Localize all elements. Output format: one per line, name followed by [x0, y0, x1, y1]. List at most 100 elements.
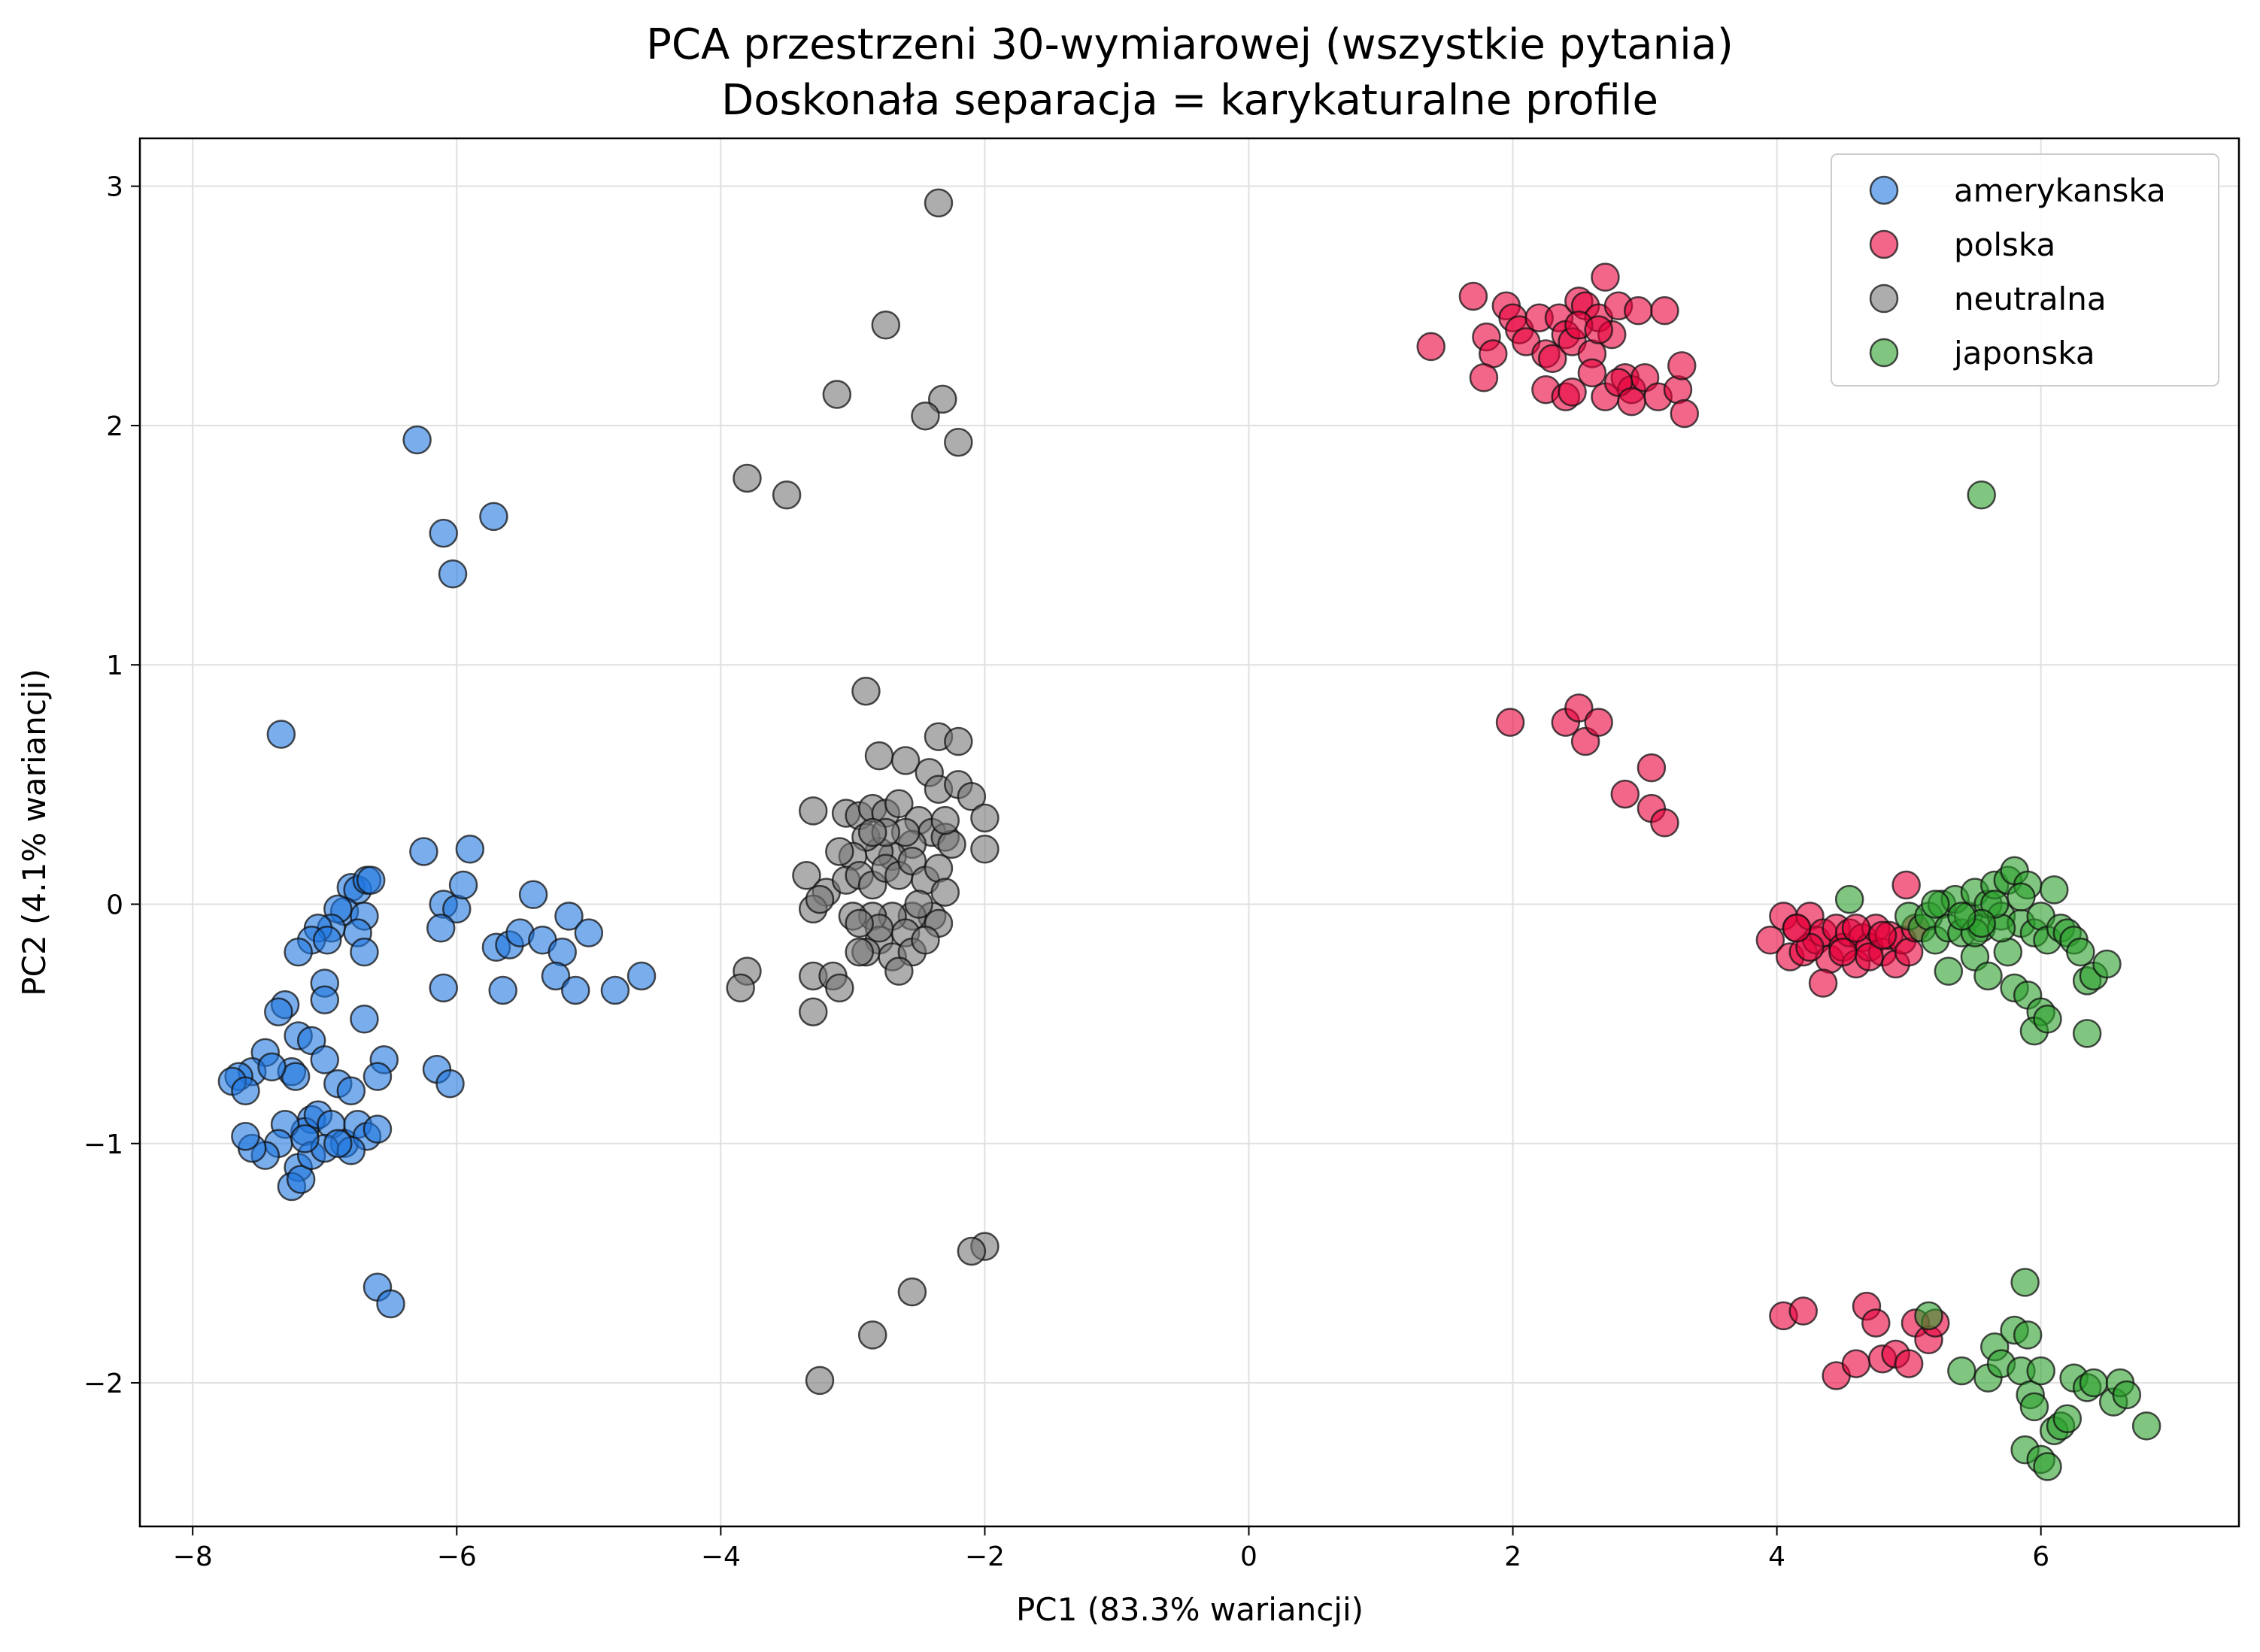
- data-point-amerykanska: [336, 1076, 366, 1105]
- data-point-polska: [1637, 753, 1667, 783]
- legend-marker-japonska: [1869, 338, 1899, 368]
- data-point-polska: [1782, 914, 1812, 943]
- data-point-japonska: [1973, 961, 2003, 991]
- data-point-japonska: [1993, 937, 2023, 967]
- data-point-neutralna: [944, 726, 973, 756]
- data-point-polska: [1584, 708, 1613, 737]
- data-point-amerykanska: [231, 1121, 260, 1151]
- legend-label-polska: polska: [1954, 226, 2055, 263]
- x-tick-label: −2: [965, 1541, 1005, 1572]
- data-point-japonska: [1947, 902, 1976, 931]
- data-point-amerykanska: [479, 502, 508, 532]
- data-point-neutralna: [845, 908, 874, 938]
- data-point-amerykanska: [429, 518, 458, 548]
- data-point-amerykanska: [488, 975, 517, 1005]
- data-point-japonska: [2052, 1404, 2083, 1434]
- data-point-neutralna: [924, 853, 954, 883]
- data-point-amerykanska: [257, 1052, 287, 1082]
- data-point-neutralna: [930, 878, 960, 907]
- data-point-amerykanska: [518, 880, 548, 910]
- data-point-polska: [1650, 296, 1679, 326]
- data-point-japonska: [1834, 884, 1864, 914]
- chart-title: PCA przestrzeni 30-wymiarowej (wszystkie…: [646, 20, 1734, 69]
- data-point-neutralna: [970, 835, 1000, 864]
- x-axis-label: PC1 (83.3% wariancji): [1016, 1591, 1364, 1628]
- data-point-japonska: [2131, 1411, 2161, 1441]
- data-point-amerykanska: [376, 1289, 405, 1319]
- data-point-amerykanska: [429, 973, 458, 1003]
- data-point-amerykanska: [448, 870, 478, 900]
- data-point-japonska: [1947, 1356, 1976, 1386]
- data-point-japonska: [1967, 480, 1996, 510]
- x-tick-label: 0: [1240, 1541, 1257, 1572]
- data-point-neutralna: [890, 746, 921, 775]
- data-point-neutralna: [733, 463, 762, 493]
- legend-marker-amerykanska: [1869, 175, 1899, 205]
- data-point-neutralna: [897, 1277, 927, 1307]
- x-tick-label: −8: [173, 1541, 213, 1572]
- data-point-neutralna: [930, 805, 960, 835]
- y-tick-label: 1: [106, 650, 123, 681]
- data-point-amerykanska: [548, 937, 577, 967]
- data-point-polska: [1841, 1349, 1871, 1378]
- data-point-polska: [1558, 377, 1587, 407]
- data-point-amerykanska: [438, 559, 468, 589]
- x-tick-label: 4: [1768, 1541, 1785, 1572]
- data-point-japonska: [2007, 882, 2036, 912]
- data-points: [217, 188, 2161, 1481]
- data-point-japonska: [2033, 1452, 2062, 1481]
- data-point-polska: [1828, 937, 1858, 967]
- data-point-amerykanska: [350, 1005, 379, 1034]
- data-point-neutralna: [792, 861, 821, 890]
- data-point-polska: [1537, 344, 1567, 374]
- data-point-japonska: [2033, 1005, 2062, 1034]
- data-point-neutralna: [884, 789, 914, 819]
- legend-frame: [1831, 153, 2219, 386]
- data-point-amerykanska: [286, 1165, 316, 1194]
- data-point-polska: [1788, 1296, 1818, 1326]
- data-point-neutralna: [911, 925, 940, 955]
- legend-marker-neutralna: [1869, 283, 1899, 314]
- data-point-polska: [1841, 914, 1871, 943]
- data-point-neutralna: [857, 1320, 887, 1350]
- data-point-polska: [1894, 1349, 1924, 1378]
- data-point-neutralna: [864, 741, 894, 771]
- data-point-polska: [1416, 332, 1445, 362]
- data-point-japonska: [2072, 1019, 2102, 1048]
- data-point-neutralna: [772, 480, 802, 510]
- data-point-amerykanska: [231, 1076, 260, 1105]
- data-point-amerykanska: [626, 961, 657, 991]
- data-point-neutralna: [825, 973, 854, 1003]
- data-point-amerykanska: [409, 837, 438, 866]
- data-point-polska: [1855, 942, 1884, 971]
- plot-frame: [138, 137, 2240, 1528]
- series-polska: [1416, 262, 1950, 1390]
- data-point-japonska: [1921, 890, 1950, 919]
- data-point-neutralna: [726, 973, 755, 1003]
- data-point-amerykanska: [356, 865, 386, 895]
- data-point-neutralna: [798, 997, 828, 1026]
- data-point-neutralna: [825, 837, 854, 866]
- data-point-neutralna: [805, 1366, 835, 1396]
- data-point-polska: [1667, 351, 1697, 380]
- data-point-polska: [1650, 808, 1679, 838]
- data-point-amerykanska: [323, 1129, 353, 1159]
- data-point-japonska: [2013, 1320, 2043, 1350]
- y-tick-label: 0: [106, 890, 123, 920]
- legend-marker-polska: [1869, 229, 1899, 259]
- data-point-neutralna: [871, 311, 901, 340]
- data-point-polska: [1584, 315, 1613, 344]
- data-point-amerykanska: [455, 835, 485, 864]
- data-point-polska: [1458, 281, 1488, 311]
- x-tick-label: 2: [1504, 1541, 1521, 1572]
- data-point-neutralna: [857, 817, 887, 847]
- data-point-neutralna: [851, 676, 881, 706]
- data-point-polska: [1891, 870, 1921, 900]
- series-amerykanska: [217, 425, 657, 1319]
- axis-ticks: −8 −6 −4 −2 0 2 4 6 −2 −1 0 1 2 3: [83, 172, 2049, 1572]
- data-point-amerykanska: [266, 720, 296, 749]
- data-point-amerykanska: [363, 1062, 393, 1091]
- x-tick-label: −4: [701, 1541, 741, 1572]
- data-point-japonska: [2066, 937, 2095, 967]
